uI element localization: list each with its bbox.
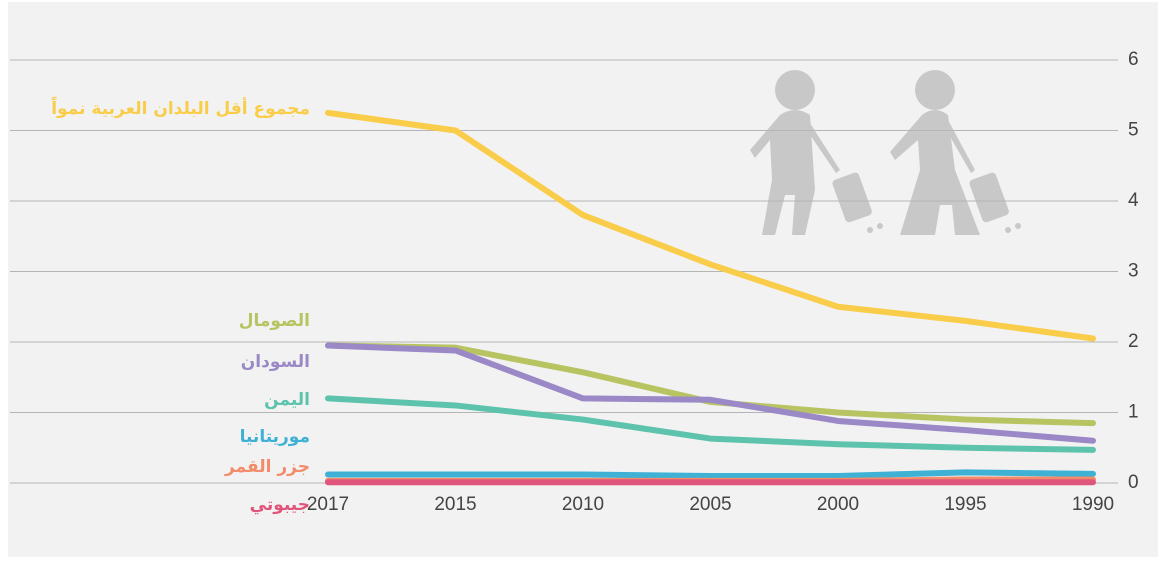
series-label: الصومال	[239, 311, 310, 331]
series-label: جزر القمر	[224, 457, 310, 477]
y-tick-label: 0	[1128, 472, 1139, 493]
y-tick-label: 4	[1128, 190, 1139, 211]
series-line	[325, 342, 1096, 444]
series-label: السودان	[241, 352, 310, 372]
x-tick-label: 2010	[562, 494, 604, 515]
series-label: اليمن	[264, 390, 310, 410]
x-tick-label: 1990	[1072, 494, 1114, 515]
x-tick-label: 2005	[689, 494, 731, 515]
series-line	[325, 469, 1096, 479]
series-label: جيبوتي	[250, 495, 310, 515]
y-tick-label: 5	[1128, 120, 1139, 141]
x-tick-label: 2015	[434, 494, 476, 515]
x-tick-label: 2017	[307, 494, 349, 515]
series-line	[325, 109, 1096, 342]
x-tick-label: 1995	[944, 494, 986, 515]
series-label: موريتانيا	[240, 427, 310, 447]
series-line	[325, 395, 1096, 453]
y-tick-label: 2	[1128, 331, 1139, 352]
y-tick-label: 1	[1128, 402, 1139, 423]
x-tick-label: 2000	[817, 494, 859, 515]
y-tick-label: 6	[1128, 49, 1139, 70]
travellers-icon	[750, 70, 1021, 235]
series-label: مجموع أقل البلدان العربية نمواً	[51, 95, 310, 119]
chart-background	[8, 2, 1158, 557]
y-tick-label: 3	[1128, 261, 1139, 282]
